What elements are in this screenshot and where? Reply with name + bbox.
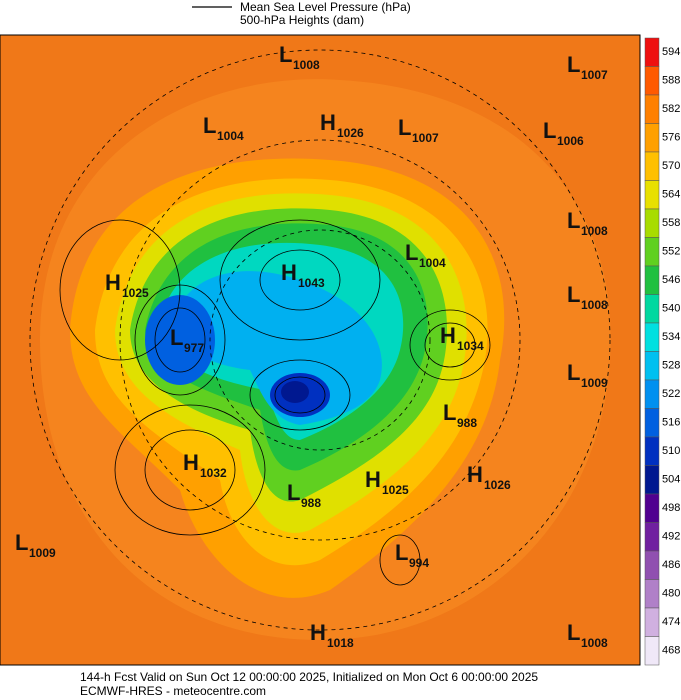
footer-source: ECMWF-HRES - meteocentre.com	[80, 684, 266, 698]
colorbar-label: 498	[662, 502, 680, 514]
center-kind: L	[203, 113, 216, 138]
colorbar-label: 492	[662, 531, 680, 543]
colorbar: 594 588 582 576 570 564 558 552 546 540 534 528 522 5…	[644, 37, 680, 666]
center-pressure: 1025	[382, 483, 409, 497]
center-kind: L	[395, 540, 408, 565]
colorbar-box	[644, 265, 660, 295]
colorbar-box	[644, 151, 660, 181]
colorbar-box	[644, 436, 660, 466]
colorbar-box	[644, 579, 660, 609]
center-pressure: 1008	[581, 224, 608, 238]
colorbar-box	[644, 636, 660, 666]
center-kind: L	[567, 282, 580, 307]
center-pressure: 1009	[29, 546, 56, 560]
colorbar-box	[644, 180, 660, 210]
colorbar-label: 528	[662, 360, 680, 372]
center-kind: L	[567, 360, 580, 385]
center-pressure: 988	[301, 496, 321, 510]
center-pressure: 1025	[122, 286, 149, 300]
colorbar-label: 552	[662, 246, 680, 258]
colorbar-box	[644, 237, 660, 267]
center-kind: L	[279, 42, 292, 67]
center-kind: L	[398, 115, 411, 140]
center-pressure: 1008	[293, 58, 320, 72]
center-kind: H	[320, 110, 336, 135]
colorbar-box	[644, 123, 660, 153]
center-kind: H	[310, 620, 326, 645]
colorbar-label: 534	[662, 331, 680, 343]
colorbar-box	[644, 522, 660, 552]
center-pressure: 994	[409, 556, 429, 570]
center-pressure: 1034	[457, 339, 484, 353]
center-kind: H	[105, 270, 121, 295]
colorbar-box	[644, 408, 660, 438]
center-pressure: 1043	[298, 276, 325, 290]
colorbar-box	[644, 294, 660, 324]
map-border	[0, 34, 641, 666]
colorbar-label: 522	[662, 388, 680, 400]
colorbar-label: 546	[662, 274, 680, 286]
colorbar-box	[644, 493, 660, 523]
map	[0, 35, 640, 665]
center-kind: H	[183, 450, 199, 475]
center-pressure: 1026	[484, 478, 511, 492]
colorbar-label: 582	[662, 103, 680, 115]
center-kind: L	[287, 480, 300, 505]
center-kind: H	[365, 467, 381, 492]
colorbar-label: 474	[662, 616, 680, 628]
colorbar-box	[644, 208, 660, 238]
colorbar-label: 558	[662, 217, 680, 229]
colorbar-label: 510	[662, 445, 680, 457]
center-kind: L	[567, 52, 580, 77]
colorbar-label: 468	[662, 645, 680, 657]
colorbar-box	[644, 465, 660, 495]
center-pressure: 1004	[217, 129, 244, 143]
center-kind: L	[543, 118, 556, 143]
colorbar-box	[644, 379, 660, 409]
center-pressure: 1007	[581, 68, 608, 82]
colorbar-label: 486	[662, 559, 680, 571]
footer-valid: 144-h Fcst Valid on Sun Oct 12 00:00:00 …	[80, 670, 538, 684]
colorbar-box	[644, 66, 660, 96]
center-kind: L	[567, 620, 580, 645]
center-pressure: 1032	[200, 466, 227, 480]
center-pressure: 1009	[581, 376, 608, 390]
center-kind: H	[467, 462, 483, 487]
colorbar-box	[644, 550, 660, 580]
center-kind: L	[443, 400, 456, 425]
colorbar-label: 504	[662, 474, 680, 486]
center-pressure: 1018	[327, 636, 354, 650]
colorbar-box	[644, 351, 660, 381]
center-pressure: 1006	[557, 134, 584, 148]
colorbar-label: 516	[662, 417, 680, 429]
center-pressure: 988	[457, 416, 477, 430]
colorbar-label: 540	[662, 303, 680, 315]
center-pressure: 1026	[337, 126, 364, 140]
colorbar-label: 576	[662, 132, 680, 144]
colorbar-box	[644, 322, 660, 352]
colorbar-label: 570	[662, 160, 680, 172]
center-pressure: 1008	[581, 298, 608, 312]
center-kind: H	[281, 260, 297, 285]
center-kind: L	[15, 530, 28, 555]
colorbar-label: 588	[662, 75, 680, 87]
center-pressure: 1004	[419, 256, 446, 270]
center-kind: L	[170, 325, 183, 350]
center-kind: L	[567, 208, 580, 233]
center-pressure: 977	[184, 341, 204, 355]
colorbar-label: 480	[662, 588, 680, 600]
legend-heights: 500-hPa Heights (dam)	[240, 13, 364, 27]
colorbar-box	[644, 94, 660, 124]
center-kind: H	[440, 323, 456, 348]
legend-pressure: Mean Sea Level Pressure (hPa)	[240, 0, 411, 14]
center-kind: L	[405, 240, 418, 265]
center-pressure: 1008	[581, 636, 608, 650]
center-pressure: 1007	[412, 131, 439, 145]
colorbar-label: 594	[662, 46, 680, 58]
colorbar-box	[644, 607, 660, 637]
colorbar-label: 564	[662, 189, 680, 201]
colorbar-box	[644, 37, 660, 67]
